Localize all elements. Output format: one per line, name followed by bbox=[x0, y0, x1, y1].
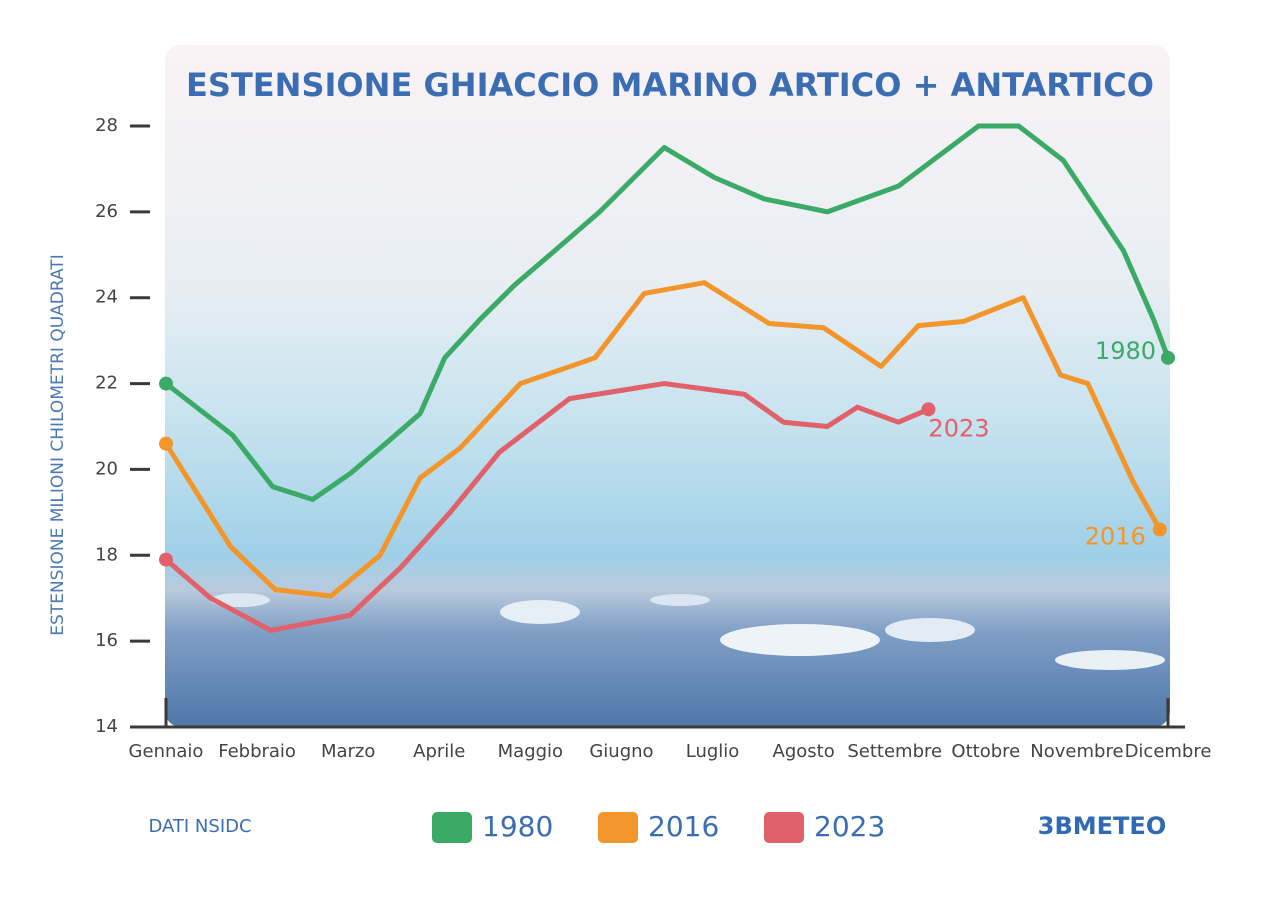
x-tick-label: Aprile bbox=[413, 741, 465, 762]
brand: 3BMETEO bbox=[1038, 812, 1166, 840]
end-point bbox=[159, 376, 173, 391]
x-tick-label: Febbraio bbox=[218, 741, 296, 762]
y-tick-label: 22 bbox=[95, 373, 118, 394]
x-tick-label: Settembre bbox=[847, 741, 942, 762]
x-tick-label: Maggio bbox=[498, 741, 563, 762]
chart-title: ESTENSIONE GHIACCIO MARINO ARTICO + ANTA… bbox=[186, 66, 1154, 104]
end-label: 2023 bbox=[928, 414, 989, 442]
legend-swatch bbox=[598, 812, 638, 843]
end-point bbox=[159, 436, 173, 451]
x-tick-label: Agosto bbox=[773, 741, 835, 762]
y-tick-label: 24 bbox=[95, 287, 118, 308]
series-line bbox=[163, 280, 1162, 599]
end-point bbox=[1152, 522, 1167, 537]
x-tick-label: Ottobre bbox=[951, 741, 1020, 762]
y-tick-label: 26 bbox=[95, 201, 118, 222]
end-point bbox=[921, 402, 936, 417]
x-tick-label: Giugno bbox=[589, 741, 653, 762]
end-label: 1980 bbox=[1095, 337, 1156, 365]
y-tick-label: 14 bbox=[95, 716, 118, 737]
y-tick-label: 28 bbox=[95, 115, 118, 136]
legend-label: 2023 bbox=[814, 810, 885, 843]
legend-swatch bbox=[764, 812, 804, 843]
x-tick-label: Novembre bbox=[1030, 741, 1123, 762]
x-tick-label: Gennaio bbox=[129, 741, 204, 762]
series-line bbox=[164, 381, 930, 633]
legend-swatch bbox=[432, 812, 472, 843]
end-label: 2016 bbox=[1085, 523, 1146, 551]
y-axis-label: ESTENSIONE MILIONI CHILOMETRI QUADRATI bbox=[48, 254, 68, 635]
legend-label: 1980 bbox=[482, 810, 553, 843]
x-tick-label: Marzo bbox=[321, 741, 375, 762]
end-point bbox=[1161, 350, 1175, 365]
x-tick-label: Dicembre bbox=[1125, 741, 1212, 762]
y-tick-label: 18 bbox=[95, 544, 118, 565]
y-tick-label: 16 bbox=[95, 630, 118, 651]
y-tick-label: 20 bbox=[95, 458, 118, 479]
end-point bbox=[159, 552, 173, 567]
legend-label: 2016 bbox=[648, 810, 719, 843]
source-note: DATI NSIDC bbox=[148, 816, 251, 837]
x-tick-label: Luglio bbox=[686, 741, 740, 762]
series-line bbox=[164, 123, 1171, 502]
